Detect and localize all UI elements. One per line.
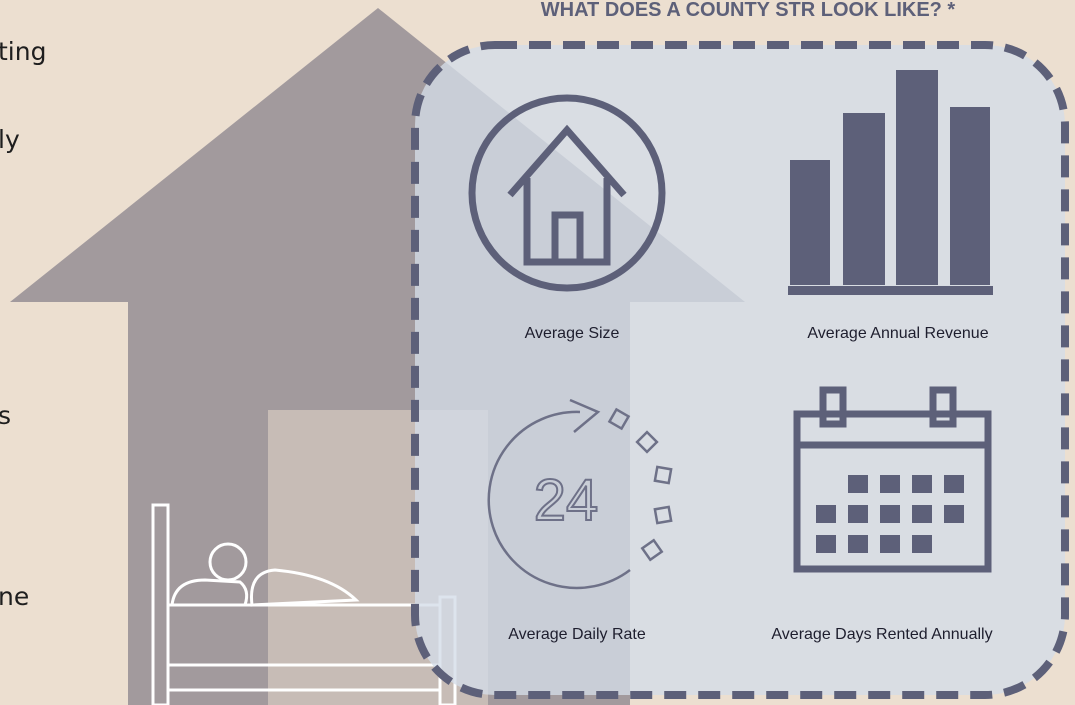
left-text: s xyxy=(0,401,11,430)
left-text: ly xyxy=(0,125,20,154)
svg-text:24: 24 xyxy=(534,468,599,533)
left-text: ting xyxy=(0,37,46,66)
tile-label: Average Annual Revenue xyxy=(807,325,988,342)
title: WHAT DOES A COUNTY STR LOOK LIKE? * xyxy=(541,0,956,21)
tile-label: Average Daily Rate xyxy=(508,626,646,643)
tile-label: Average Days Rented Annually xyxy=(771,626,992,643)
infographic: ting ly s ne WHAT DOES A COUNTY STR LOOK… xyxy=(0,0,1075,705)
left-text: ne xyxy=(0,582,29,611)
tile-label: Average Size xyxy=(525,325,620,342)
